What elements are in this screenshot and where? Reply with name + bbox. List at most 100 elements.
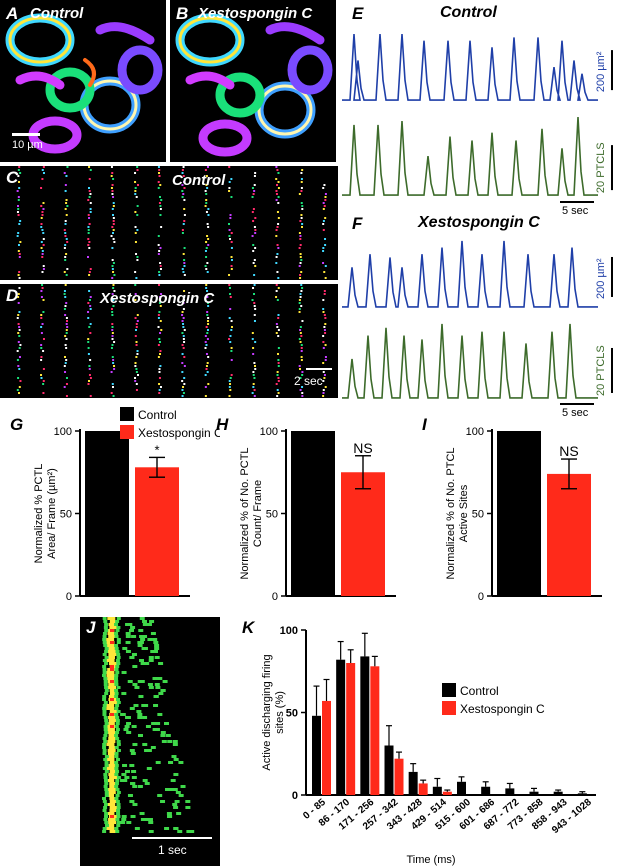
raster-dot: [301, 223, 304, 225]
significance-label: NS: [353, 440, 372, 456]
raster-dot: [107, 752, 116, 755]
raster-dot: [299, 341, 302, 343]
raster-dot: [17, 377, 20, 379]
raster-dot: [181, 232, 184, 234]
raster-dot: [40, 377, 43, 379]
raster-dot: [206, 311, 209, 313]
raster-dot: [112, 220, 115, 222]
raster-dot: [277, 187, 280, 189]
raster-dot: [87, 353, 90, 355]
raster-dot: [155, 761, 161, 764]
raster-dot: [158, 274, 161, 276]
raster-dot: [301, 208, 304, 210]
raster-dot: [87, 226, 90, 228]
raster-dot: [147, 818, 153, 821]
raster-dot: [158, 377, 161, 379]
raster-dot: [106, 722, 115, 725]
raster-dot: [103, 803, 108, 806]
raster-dot: [324, 356, 327, 358]
y-axis-title-line: Normalized % of No. PCTL: [239, 447, 251, 579]
raster-dot: [300, 305, 303, 307]
raster-dot: [251, 299, 254, 301]
raster-dot: [114, 764, 119, 767]
raster-dot: [137, 680, 143, 683]
raster-dot: [107, 731, 116, 734]
raster-dot: [17, 244, 20, 246]
raster-dot: [183, 377, 186, 379]
raster-dot: [114, 746, 119, 749]
raster-dot: [159, 196, 162, 198]
raster-dot: [300, 226, 303, 228]
raster-dot: [251, 211, 254, 213]
raster-dot: [88, 374, 91, 376]
raster-dot: [136, 710, 142, 713]
raster-dot: [138, 695, 144, 698]
raster-dot: [183, 365, 186, 367]
raster-dot: [160, 226, 163, 228]
y-tick-label: 50: [60, 509, 72, 521]
raster-dot: [40, 217, 43, 219]
raster-dot: [63, 247, 66, 249]
raster-dot: [135, 341, 138, 343]
raster-dot: [63, 229, 66, 231]
raster-dot: [125, 650, 131, 653]
raster-dot: [300, 347, 303, 349]
raster-dot: [65, 302, 68, 304]
raster-dot: [108, 623, 117, 626]
raster-dot: [102, 695, 107, 698]
y-axis-title-line: Active discharging firing: [261, 654, 273, 770]
raster-dot: [106, 707, 115, 710]
raster-dot: [102, 641, 107, 644]
raster-dot: [180, 785, 186, 788]
raster-dot: [204, 374, 207, 376]
raster-dot: [17, 181, 20, 183]
raster-dot: [150, 632, 156, 635]
raster-dot: [104, 719, 109, 722]
raster-dot: [323, 290, 326, 292]
raster-dot: [173, 806, 179, 809]
raster-dot: [131, 776, 137, 779]
raster-dot: [252, 383, 255, 385]
raster-dot: [65, 238, 68, 240]
panel-j-image: 1 sec: [80, 617, 220, 866]
raster-dot: [254, 265, 257, 267]
panel-e-traces: 200 µm² 20 PTCLS 5 sec: [342, 34, 613, 216]
raster-dot: [108, 716, 117, 719]
raster-dot: [230, 196, 233, 198]
raster-dot: [322, 208, 325, 210]
raster-dot: [153, 704, 159, 707]
raster-dot: [109, 797, 118, 800]
raster-dot: [181, 184, 184, 186]
raster-dot: [65, 383, 68, 385]
raster-dot: [153, 641, 159, 644]
raster-dot: [228, 380, 231, 382]
raster-dot: [178, 794, 184, 797]
raster-dot: [64, 371, 67, 373]
raster-dot: [111, 232, 114, 234]
raster-dot: [102, 632, 107, 635]
raster-dot: [157, 326, 160, 328]
raster-dot: [204, 341, 207, 343]
raster-dot: [120, 713, 126, 716]
raster-dot: [251, 338, 254, 340]
raster-dot: [228, 287, 231, 289]
raster-dot: [88, 223, 91, 225]
raster-dot: [206, 187, 209, 189]
raster-dot: [111, 338, 114, 340]
raster-dot: [182, 308, 185, 310]
raster-dot: [63, 356, 66, 358]
raster-dot: [138, 641, 144, 644]
raster-dot: [40, 374, 43, 376]
raster-dot: [89, 211, 92, 213]
raster-dot: [134, 380, 137, 382]
raster-dot: [299, 262, 302, 264]
raster-dot: [111, 386, 114, 388]
raster-dot: [88, 326, 91, 328]
raster-dot: [253, 305, 256, 307]
raster-dot: [323, 314, 326, 316]
raster-dot: [253, 320, 256, 322]
raster-dot: [276, 211, 279, 213]
raster-dot: [17, 332, 20, 334]
raster-dot: [136, 205, 139, 207]
raster-dot: [104, 647, 109, 650]
